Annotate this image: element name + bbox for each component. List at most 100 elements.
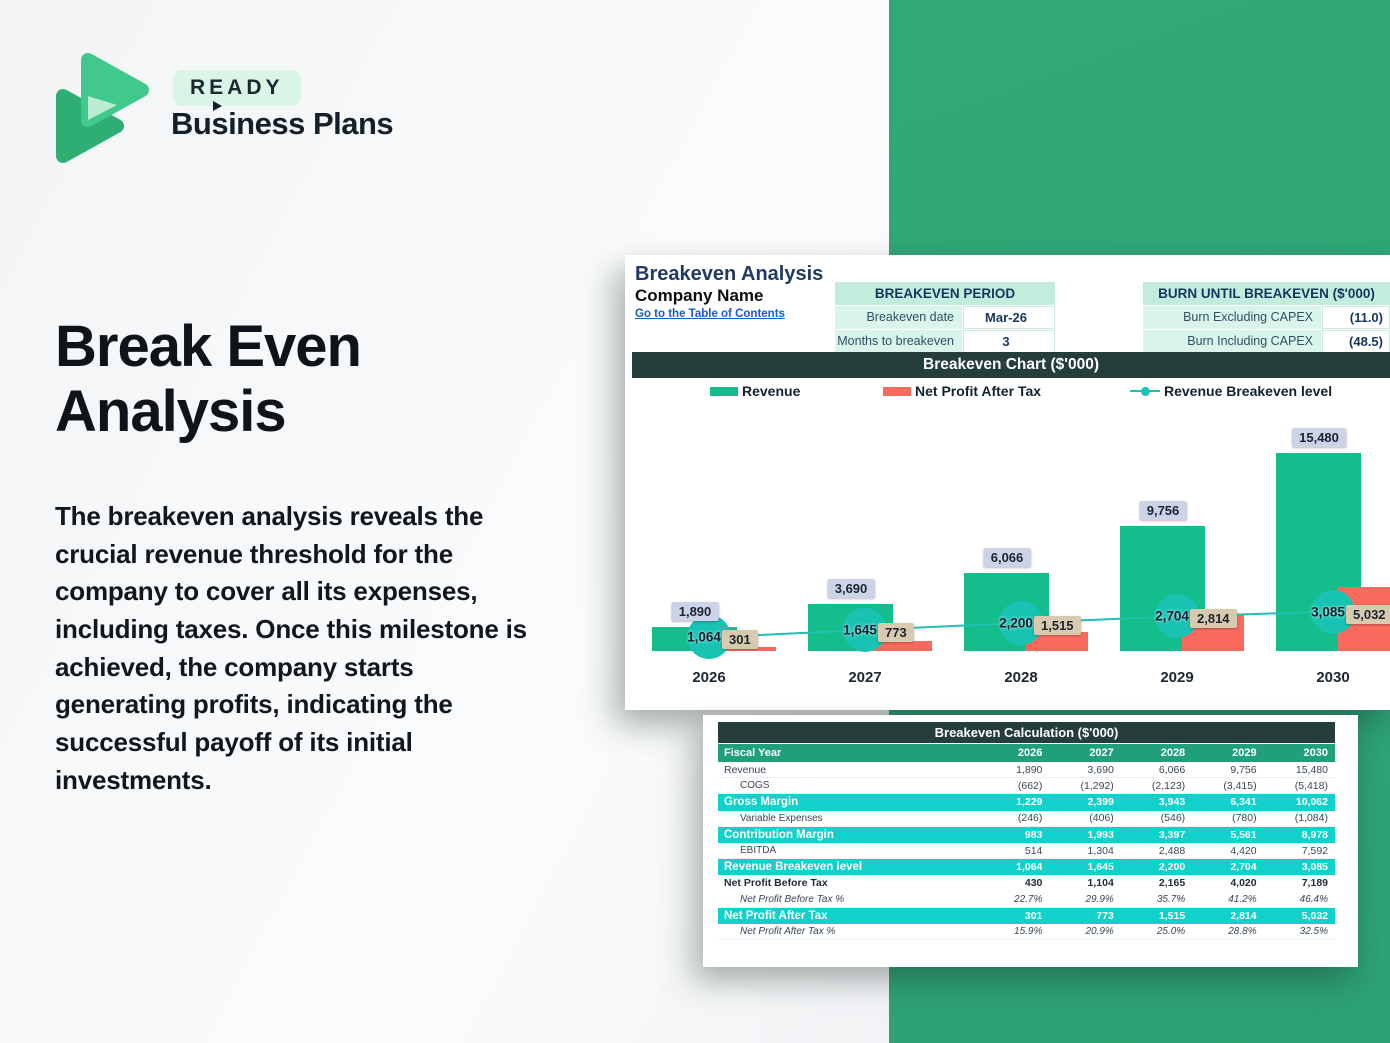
calc-row-value: 983 — [1024, 828, 1043, 841]
calc-row-value: 5,032 — [1301, 909, 1328, 922]
calc-row: COGS (662) (1,292) (2,123) (3,415) (5,418) — [718, 778, 1335, 795]
calc-row-value: 7,592 — [1301, 844, 1328, 857]
calc-row-value: 1,064 — [1016, 861, 1043, 874]
fiscal-year-value: 2029 — [1232, 747, 1257, 759]
calc-row-value: (3,415) — [1223, 779, 1257, 792]
calc-row-value: 4,020 — [1230, 877, 1257, 890]
page-description: The breakeven analysis reveals the cruci… — [55, 501, 527, 795]
calc-header-row: Fiscal Year 2026 2027 2028 2029 2030 — [718, 744, 1335, 762]
period-header: BREAKEVEN PERIOD — [835, 282, 1055, 305]
calc-row-label: Net Profit Before Tax — [724, 877, 828, 890]
spreadsheet-chart-card: Breakeven Analysis Company Name Go to th… — [625, 255, 1390, 710]
calc-row-value: 28.8% — [1228, 925, 1257, 937]
calc-row-label: Variable Expenses — [740, 812, 823, 824]
calc-row-value: 1,229 — [1016, 796, 1043, 809]
calc-row: Net Profit Before Tax % 22.7% 29.9% 35.7% 41… — [718, 892, 1335, 908]
breakeven-value-label: 2,704 — [1155, 608, 1189, 624]
calc-row-value: 15.9% — [1014, 925, 1043, 937]
breakeven-value-label: 1,064 — [687, 629, 721, 645]
calc-row-value: (1,292) — [1080, 779, 1114, 792]
x-axis-year-label: 2030 — [1316, 669, 1350, 686]
legend-label: Revenue — [742, 383, 801, 399]
calc-row-value: 9,756 — [1230, 763, 1257, 776]
calc-row-value: 8,978 — [1301, 828, 1328, 841]
calc-row-value: 22.7% — [1014, 893, 1043, 905]
net-profit-value-label: 773 — [878, 623, 914, 642]
calc-row-value: 2,704 — [1230, 861, 1257, 874]
calc-row-value: 32.5% — [1299, 925, 1328, 937]
calc-table-title: Breakeven Calculation ($'000) — [718, 722, 1335, 743]
calc-row-value: (2,123) — [1151, 779, 1186, 792]
net-profit-bar — [1026, 631, 1088, 651]
legend-item-3: Revenue Breakeven level — [1130, 381, 1332, 401]
calc-row-label: Net Profit After Tax — [724, 909, 828, 922]
calc-row-value: (780) — [1232, 812, 1257, 825]
calc-row-value: 29.9% — [1085, 893, 1114, 905]
calc-row-value: 7,189 — [1301, 877, 1328, 890]
fiscal-year-value: 2030 — [1303, 747, 1328, 759]
calc-row: Contribution Margin 983 1,993 3,397 5,561 8,9… — [718, 826, 1335, 843]
calc-row-value: 301 — [1024, 909, 1043, 922]
net-profit-bar — [714, 647, 776, 651]
calc-row-label: COGS — [740, 780, 770, 792]
calc-row: Net Profit After Tax % 15.9% 20.9% 25.0% 28.… — [718, 924, 1335, 941]
calculation-table-card: Breakeven Calculation ($'000) Fiscal Yea… — [703, 715, 1358, 967]
calc-row-value: (662) — [1017, 779, 1043, 792]
x-axis-year-label: 2026 — [692, 669, 726, 686]
brand-header: READY Business Plans — [55, 48, 475, 168]
calc-row-value: 5,561 — [1230, 828, 1257, 841]
x-axis-year-label: 2027 — [848, 669, 882, 686]
burn-header: BURN UNTIL BREAKEVEN ($'000) — [1143, 282, 1390, 305]
fiscal-year-value: 2026 — [1017, 747, 1043, 759]
calc-row-value: 1,890 — [1016, 763, 1043, 776]
calc-row-value: 10,062 — [1295, 796, 1328, 809]
calc-row-value: 773 — [1096, 909, 1114, 922]
revenue-value-label: 3,690 — [827, 578, 875, 598]
chart-plot-area: 1,064 1,890 301 1,645 3,690 773 2,200 6,066 1,51… — [625, 395, 1390, 660]
calc-row-value: 1,993 — [1087, 828, 1114, 841]
calc-row-value: 41.2% — [1228, 893, 1257, 905]
calc-row-value: 1,645 — [1087, 861, 1114, 874]
period-value: 3 — [963, 330, 1055, 353]
calc-row: Gross Margin 1,229 2,399 3,943 6,341 10,062 — [718, 794, 1335, 811]
x-axis-year-label: 2028 — [1004, 669, 1038, 686]
brand-name: Business Plans — [171, 106, 394, 141]
fiscal-year-value: 2028 — [1160, 747, 1186, 759]
calc-row-value: (1,084) — [1294, 812, 1328, 825]
burn-value: (11.0) — [1322, 306, 1390, 329]
breakeven-period-table: BREAKEVEN PERIOD Breakeven date Mar-26 Mont… — [835, 282, 1055, 353]
period-label: Breakeven date — [835, 306, 962, 329]
calc-row-value: 15,480 — [1295, 763, 1328, 776]
revenue-value-label: 1,890 — [671, 601, 719, 621]
calc-row-value: 6,341 — [1230, 796, 1257, 809]
calc-row-label: EBITDA — [740, 845, 777, 857]
calc-row-value: 20.9% — [1085, 925, 1114, 937]
calc-row-value: 2,165 — [1158, 877, 1186, 890]
page-title-line2: Analysis — [55, 378, 287, 444]
chart-title: Breakeven Chart ($'000) — [632, 352, 1390, 378]
burn-label: Burn Including CAPEX — [1143, 330, 1321, 353]
calc-row-value: 4,420 — [1230, 844, 1257, 857]
net-profit-value-label: 301 — [722, 630, 758, 650]
calc-row-value: 6,066 — [1158, 763, 1186, 776]
table-of-contents-link[interactable]: Go to the Table of Contents — [635, 308, 785, 320]
calc-row: Net Profit After Tax 301 773 1,515 2,814 5,03… — [718, 907, 1335, 924]
calc-row: Variable Expenses (246) (406) (546) (780) (1,… — [718, 811, 1335, 827]
calc-row-label: Gross Margin — [724, 796, 799, 809]
burn-label: Burn Excluding CAPEX — [1143, 306, 1321, 329]
net-profit-bar — [870, 641, 932, 651]
legend-swatch — [710, 386, 738, 396]
breakeven-value-label: 3,085 — [1311, 604, 1345, 619]
calc-row-value: 1,304 — [1087, 844, 1114, 857]
net-profit-value-label: 5,032 — [1346, 604, 1390, 624]
calc-row: EBITDA 514 1,304 2,488 4,420 7,592 — [718, 843, 1335, 860]
calc-row-value: 2,399 — [1087, 796, 1114, 809]
legend-item-2: Net Profit After Tax — [883, 381, 1041, 401]
calc-row-value: 2,488 — [1158, 844, 1186, 857]
period-label: Months to breakeven — [835, 330, 962, 353]
calc-row: Revenue 1,890 3,690 6,066 9,756 15,480 — [718, 762, 1335, 779]
legend-item-1: Revenue — [710, 381, 800, 401]
calc-table-body: Fiscal Year 2026 2027 2028 2029 2030 Revenue 1,… — [718, 744, 1335, 941]
page-title: Break Even Analysis — [55, 314, 362, 445]
fiscal-year-label: Fiscal Year — [724, 747, 782, 759]
